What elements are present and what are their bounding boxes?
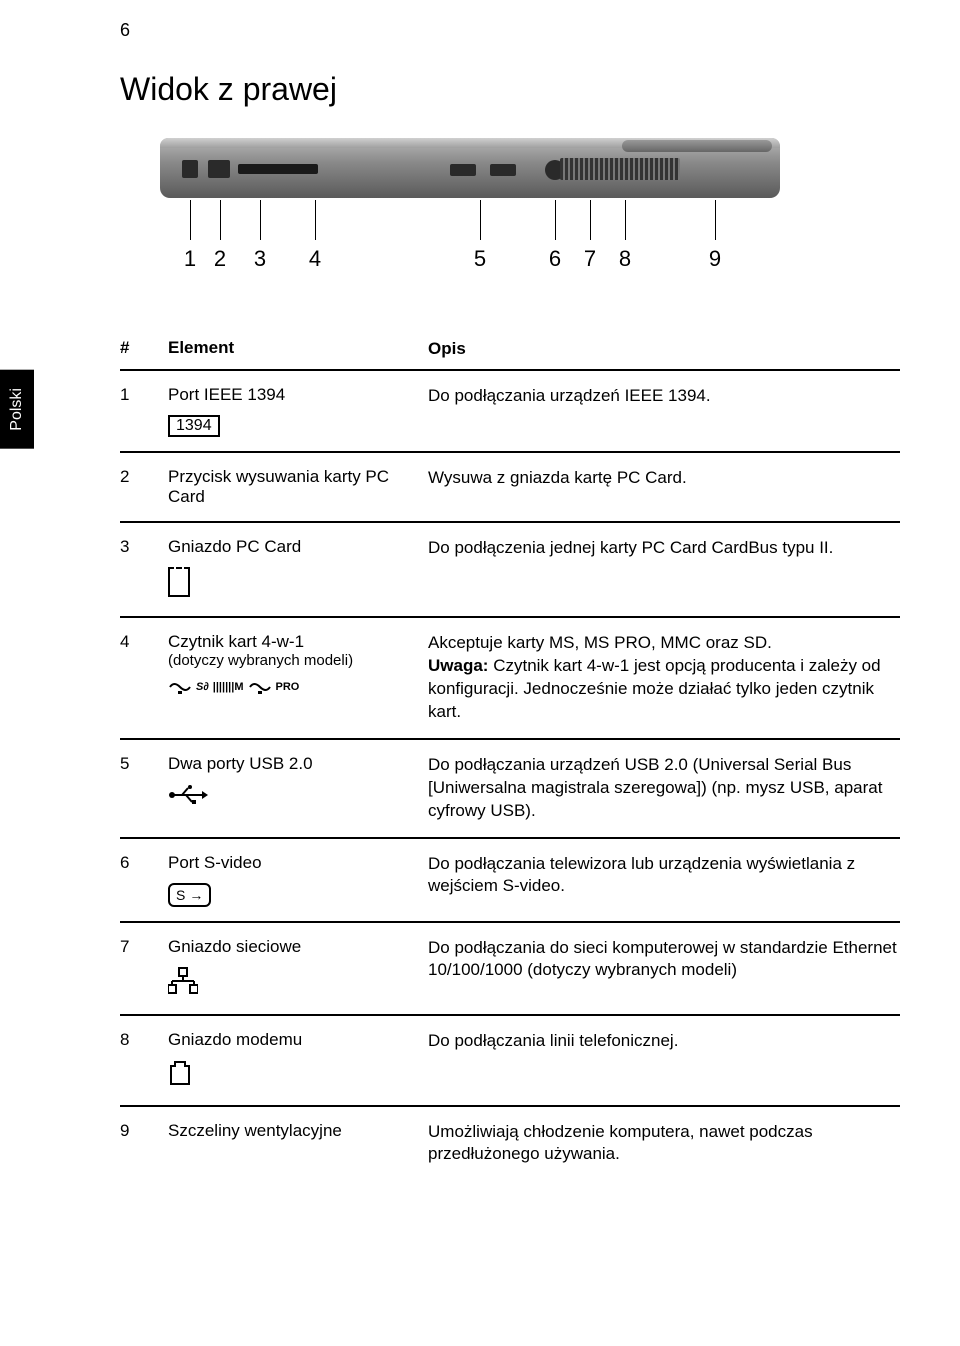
page-title: Widok z prawej: [120, 71, 900, 108]
language-tab: Polski: [0, 370, 34, 449]
row-element: Gniazdo PC Card: [168, 537, 418, 557]
row-desc: Do podłączania linii telefonicznej.: [428, 1030, 900, 1053]
row-num: 3: [120, 537, 168, 557]
table-row: 4 Czytnik kart 4-w-1 (dotyczy wybranych …: [120, 618, 900, 740]
ports-table: # Element Opis 1 Port IEEE 1394 1394 Do …: [120, 328, 900, 1180]
callout-line: [190, 200, 191, 240]
ieee1394-icon: 1394: [168, 415, 220, 437]
callout-number: 3: [254, 246, 266, 272]
header-desc: Opis: [428, 338, 900, 361]
table-row: 6 Port S-video S→ Do podłączania telewiz…: [120, 839, 900, 923]
pccard-icon: [168, 567, 190, 597]
row-desc: Umożliwiają chłodzenie komputera, nawet …: [428, 1121, 900, 1167]
row-element: Szczeliny wentylacyjne: [168, 1121, 428, 1141]
callout-number: 8: [619, 246, 631, 272]
row-element: Gniazdo sieciowe: [168, 937, 418, 957]
row-desc: Do podłączania telewizora lub urządzenia…: [428, 853, 900, 899]
table-row: 2 Przycisk wysuwania karty PC Card Wysuw…: [120, 453, 900, 523]
svideo-icon: S→: [168, 883, 211, 907]
row-desc: Akceptuje karty MS, MS PRO, MMC oraz SD.…: [428, 632, 900, 724]
callout-number: 7: [584, 246, 596, 272]
row-desc: Wysuwa z gniazda kartę PC Card.: [428, 467, 900, 490]
row-num: 8: [120, 1030, 168, 1050]
callout-line: [715, 200, 716, 240]
row-num: 6: [120, 853, 168, 873]
laptop-diagram: 12 3 4 5 678 9: [160, 138, 900, 298]
row-element: Przycisk wysuwania karty PC Card: [168, 467, 428, 507]
row-element-sub: (dotyczy wybranych modeli): [168, 652, 418, 669]
row-num: 5: [120, 754, 168, 774]
callout-line: [480, 200, 481, 240]
row-num: 1: [120, 385, 168, 405]
table-row: 8 Gniazdo modemu Do podłączania linii te…: [120, 1016, 900, 1107]
row-desc: Do podłączania urządzeń IEEE 1394.: [428, 385, 900, 408]
callout-number: 1: [184, 246, 196, 272]
header-num: #: [120, 338, 168, 361]
row-element: Dwa porty USB 2.0: [168, 754, 418, 774]
callout-numbers: 12 3 4 5 678 9: [160, 228, 780, 298]
row-num: 7: [120, 937, 168, 957]
callout-line: [625, 200, 626, 240]
callout-number: 2: [214, 246, 226, 272]
callout-line: [260, 200, 261, 240]
ethernet-icon: [168, 967, 198, 1000]
row-element: Czytnik kart 4-w-1: [168, 632, 418, 652]
callout-line: [220, 200, 221, 240]
row-desc: Do podłączenia jednej karty PC Card Card…: [428, 537, 900, 560]
callout-number: 9: [709, 246, 721, 272]
callout-number: 6: [549, 246, 561, 272]
row-element: Gniazdo modemu: [168, 1030, 418, 1050]
table-row: 5 Dwa porty USB 2.0 Do podłączania urząd…: [120, 740, 900, 839]
row-desc: Do podłączania do sieci komputerowej w s…: [428, 937, 900, 983]
modem-icon: [168, 1060, 192, 1091]
table-row: 9 Szczeliny wentylacyjne Umożliwiają chł…: [120, 1107, 900, 1181]
table-row: 7 Gniazdo sieciowe Do podłączania do sie…: [120, 923, 900, 1016]
table-row: 1 Port IEEE 1394 1394 Do podłączania urz…: [120, 371, 900, 453]
card-reader-icons: S∂ |||||||M PRO: [168, 679, 418, 695]
row-element: Port IEEE 1394: [168, 385, 418, 405]
callout-line: [315, 200, 316, 240]
row-num: 4: [120, 632, 168, 652]
row-element: Port S-video: [168, 853, 418, 873]
callout-line: [590, 200, 591, 240]
callout-number: 5: [474, 246, 486, 272]
row-num: 9: [120, 1121, 168, 1141]
table-row: 3 Gniazdo PC Card Do podłączenia jednej …: [120, 523, 900, 618]
row-desc: Do podłączania urządzeń USB 2.0 (Univers…: [428, 754, 900, 823]
page-number: 6: [120, 20, 900, 41]
header-element: Element: [168, 338, 428, 361]
table-header-row: # Element Opis: [120, 328, 900, 371]
usb-icon: [168, 784, 208, 812]
callout-number: 4: [309, 246, 321, 272]
callout-line: [555, 200, 556, 240]
row-num: 2: [120, 467, 168, 487]
